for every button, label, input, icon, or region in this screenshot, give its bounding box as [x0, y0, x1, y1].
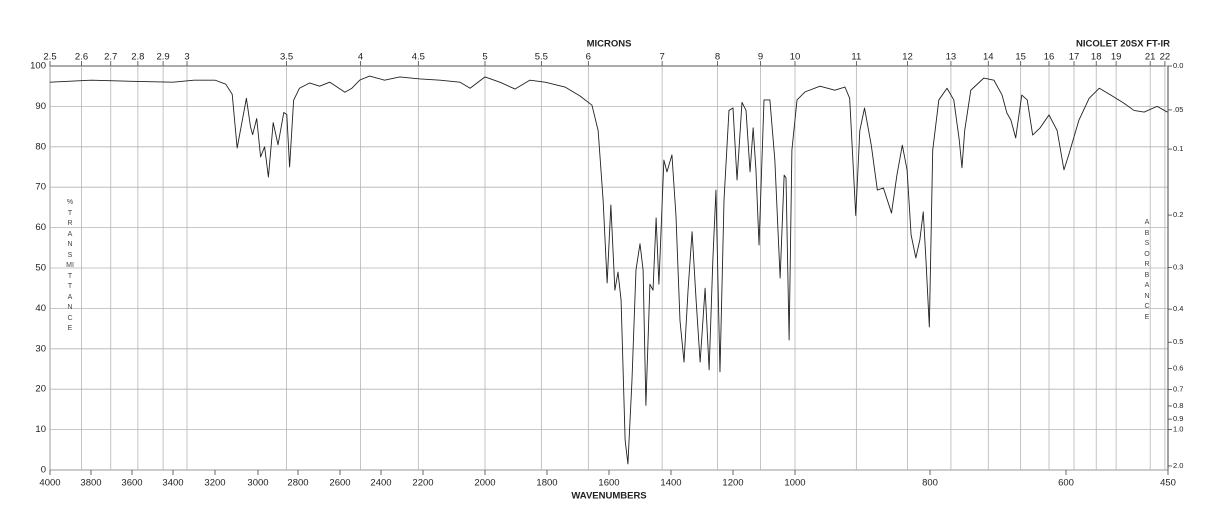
x2-tick-label: 4.5: [412, 52, 425, 63]
x-tick-label: 2000: [474, 478, 495, 489]
y-tick-label: 40: [35, 303, 46, 314]
x-tick-label: 1200: [722, 478, 743, 489]
x2-tick-label: 10: [790, 52, 801, 63]
x-tick-label: 2200: [412, 478, 433, 489]
x-tick-label: 3400: [162, 478, 183, 489]
y-tick-label: 80: [35, 141, 46, 152]
y-tick-label: 20: [35, 384, 46, 395]
x2-tick-label: 4: [358, 52, 363, 63]
x-tick-label: 1400: [660, 478, 681, 489]
x2-tick-label: 2.5: [43, 52, 56, 63]
y2-tick-label: 0.8: [1173, 401, 1183, 410]
y-axis-title: %TRANSMITTANCE: [66, 199, 74, 332]
x2-tick-label: 15: [1015, 52, 1026, 63]
x-tick-label: 2800: [287, 478, 308, 489]
y2-axis-title: ABSORBANCE: [1144, 219, 1150, 321]
x2-tick-label: 2.8: [131, 52, 144, 63]
x-tick-label: 2600: [329, 478, 350, 489]
x-tick-label: 3800: [80, 478, 101, 489]
x2-tick-label: 6: [586, 52, 591, 63]
y-tick-label: 50: [35, 263, 46, 274]
y-tick-label: 0: [41, 465, 46, 476]
y2-tick-label: 0.4: [1173, 304, 1183, 313]
x2-tick-label: 12: [902, 52, 913, 63]
y2-tick-label: 0.1: [1173, 144, 1183, 153]
x-tick-label: 3200: [204, 478, 225, 489]
x2-tick-label: 21: [1145, 52, 1156, 63]
x2-tick-label: 2.7: [104, 52, 117, 63]
y-tick-label: 90: [35, 101, 46, 112]
y2-tick-label: 0.2: [1173, 210, 1183, 219]
x-axis-title: WAVENUMBERS: [571, 491, 646, 502]
x2-tick-label: 17: [1069, 52, 1080, 63]
x2-tick-label: 3: [184, 52, 189, 63]
y2-tick-label: 0.6: [1173, 364, 1183, 373]
instrument-label: NICOLET 20SX FT-IR: [1076, 39, 1170, 50]
x2-tick-label: 16: [1044, 52, 1055, 63]
x2-tick-label: 11: [851, 52, 861, 63]
y2-tick-label: 0.3: [1173, 263, 1183, 272]
x-tick-label: 3000: [247, 478, 268, 489]
y2-tick-label: 0.5: [1173, 337, 1183, 346]
x-tick-label: 1600: [598, 478, 619, 489]
x2-tick-label: 19: [1111, 52, 1122, 63]
x-tick-label: 600: [1058, 478, 1074, 489]
x-tick-label: 450: [1160, 478, 1176, 489]
x-tick-label: 1000: [784, 478, 805, 489]
x-tick-label: 2400: [370, 478, 391, 489]
x2-tick-label: 2.6: [75, 52, 88, 63]
x2-tick-label: 2.9: [156, 52, 169, 63]
x-tick-label: 1800: [536, 478, 557, 489]
y-tick-label: 100: [30, 61, 46, 72]
x-tick-label: 4000: [39, 478, 60, 489]
y-tick-label: 70: [35, 182, 46, 193]
y2-tick-label: 2.0: [1173, 461, 1183, 470]
y-tick-label: 10: [35, 424, 46, 435]
x2-tick-label: 5.5: [535, 52, 548, 63]
x2-tick-label: 8: [715, 52, 720, 63]
x2-tick-label: 18: [1091, 52, 1102, 63]
x2-axis-title: MICRONS: [587, 39, 632, 50]
x2-tick-label: 14: [983, 52, 994, 63]
x2-tick-label: 7: [659, 52, 664, 63]
y2-tick-label: .05: [1173, 105, 1183, 114]
y2-tick-label: 1.0: [1173, 425, 1183, 434]
x2-tick-label: 9: [758, 52, 763, 63]
x2-tick-label: 22: [1160, 52, 1171, 63]
x-tick-label: 3600: [121, 478, 142, 489]
y2-tick-label: 0.9: [1173, 414, 1183, 423]
y2-tick-label: 0.7: [1173, 384, 1183, 393]
y-tick-label: 30: [35, 343, 46, 354]
spectrum-line: [49, 75, 1168, 465]
x2-tick-label: 3.5: [280, 52, 293, 63]
x2-tick-label: 5: [482, 52, 487, 63]
x2-tick-label: 13: [946, 52, 957, 63]
y2-tick-label: 0.0: [1173, 61, 1183, 70]
x-tick-label: 800: [922, 478, 938, 489]
y-tick-label: 60: [35, 222, 46, 233]
